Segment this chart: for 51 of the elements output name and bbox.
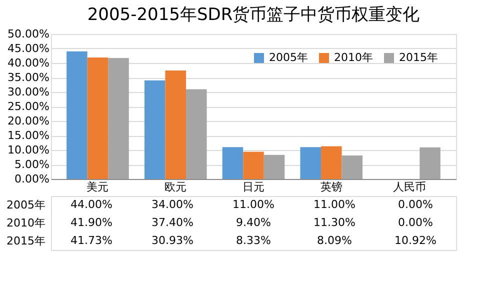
y-tick-label: 35.00%: [8, 71, 50, 84]
data-label: 9.40%: [236, 216, 271, 229]
bar: [243, 152, 264, 179]
bar: [144, 80, 166, 179]
data-label: 11.00%: [314, 198, 356, 211]
text: 2010年: [6, 216, 46, 230]
data-label: 8.33%: [236, 234, 271, 247]
x-tick-label: 日元: [242, 180, 264, 194]
data-label: 8.09%: [317, 234, 352, 247]
legend-label: 2010年: [334, 51, 373, 64]
y-tick-label: 40.00%: [8, 56, 50, 70]
bar: [87, 57, 108, 179]
data-label: 37.40%: [152, 216, 194, 229]
bar: [264, 154, 285, 179]
x-tick-label: 人民币: [392, 180, 426, 194]
data-label: 0.00%: [398, 216, 433, 229]
bar: [300, 147, 321, 179]
bar: [108, 58, 129, 179]
text: 2015年: [6, 234, 46, 248]
data-label: 10.92%: [394, 234, 436, 247]
x-tick-label: 英镑: [320, 180, 342, 194]
y-tick-label: 5.00%: [14, 158, 50, 171]
y-tick-label: 30.00%: [8, 86, 50, 98]
data-label: 41.90%: [70, 216, 112, 229]
x-tick-label: 美元: [86, 180, 109, 194]
chart-title: 2005-2015年SDR货币篮子中货币权重变化: [87, 5, 420, 25]
x-tick-label: 欧元: [164, 180, 187, 194]
legend-label: 2005年: [269, 51, 308, 64]
y-tick-label: 20.00%: [8, 114, 50, 128]
y-tick-label: 10.00%: [8, 144, 50, 156]
text: 2005年: [6, 198, 46, 212]
y-tick-label: 0.00%: [14, 172, 50, 186]
legend-label: 2015年: [399, 51, 438, 64]
y-tick-label: 45.00%: [8, 42, 50, 55]
bar: [186, 89, 207, 179]
y-tick-label: 25.00%: [8, 100, 50, 113]
bar: [66, 51, 88, 179]
bar: [222, 147, 244, 179]
data-label: 34.00%: [152, 198, 194, 211]
data-label: 0.00%: [398, 198, 433, 211]
data-label: 11.00%: [232, 198, 274, 211]
bar: [342, 156, 363, 179]
data-label: 44.00%: [70, 198, 112, 211]
data-label: 41.73%: [70, 234, 112, 247]
bar: [165, 70, 186, 179]
data-label: 11.30%: [314, 216, 356, 229]
bar: [420, 147, 440, 179]
bar: [321, 146, 342, 179]
y-tick-label: 50.00%: [8, 28, 50, 40]
y-tick-label: 15.00%: [8, 129, 50, 142]
data-label: 30.93%: [152, 234, 194, 247]
